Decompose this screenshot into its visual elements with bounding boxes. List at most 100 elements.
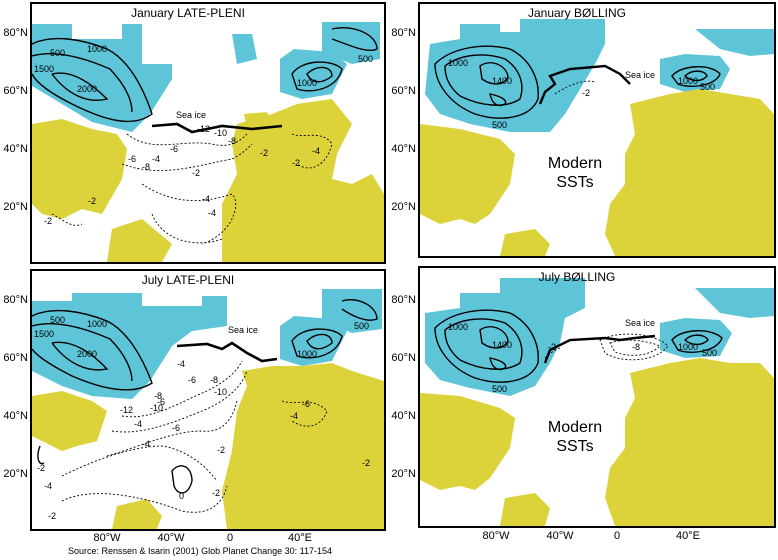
sea-ice-edge (176, 341, 278, 363)
contour-label: 1500 (34, 329, 54, 339)
panel-title: January LATE-PLENI (131, 6, 245, 20)
temperature-anomaly-contours (61, 360, 328, 513)
contour-label: -4 (208, 208, 216, 218)
contour-label: -4 (202, 194, 210, 204)
ice-thickness-contours (32, 27, 378, 122)
contour-label: -2 (582, 88, 590, 98)
ice-sheets (32, 22, 380, 132)
land-areas (32, 363, 384, 529)
map-panel-july-bolling: 1000 1400 500 -8 -2 1000 500 July BØLLIN… (418, 266, 776, 528)
y-label-20n-bottom-left: 20°N (3, 468, 28, 480)
contour-label: -10 (150, 403, 163, 413)
y-label-60n-bottom-left: 60°N (3, 352, 28, 364)
contour-label: -2 (44, 216, 52, 226)
contour-label: 500 (50, 315, 65, 325)
panel-title: January BØLLING (527, 6, 627, 20)
contour-label: 1000 (87, 319, 107, 329)
y-label-60n-top-right: 60°N (391, 85, 416, 97)
temperature-anomaly-contours (51, 133, 333, 245)
contour-label: -6 (172, 423, 180, 433)
y-label-20n-top-right: 20°N (391, 201, 416, 213)
sea-ice-label: Sea ice (228, 325, 259, 335)
contour-label: -8 (632, 342, 640, 352)
contour-label: 1000 (297, 349, 317, 359)
temperature-anomaly-contours (544, 333, 669, 361)
map-panel-january-late-pleni: 500 1500 1000 2000 1000 500 -10 -12 -8 -… (30, 2, 386, 264)
y-label-20n-bottom-right: 20°N (391, 468, 416, 480)
contour-label: -6 (302, 399, 310, 409)
contour-label: 1400 (492, 76, 512, 86)
map-panel-july-late-pleni: 500 1000 1500 2000 1000 500 -4 -6 -8 -10… (30, 269, 386, 531)
sea-ice-label: Sea ice (625, 318, 656, 328)
contour-label: -4 (134, 419, 142, 429)
sea-ice-label: Sea ice (625, 70, 656, 80)
contour-label: -6 (188, 375, 196, 385)
map-canvas: 1000 1400 500 1000 500 -2 (420, 19, 774, 256)
contour-label: -8 (154, 391, 162, 401)
contour-label: 500 (702, 348, 717, 358)
y-label-40n-top-right: 40°N (391, 143, 416, 155)
contour-label: -2 (212, 488, 220, 498)
contour-label: 1000 (448, 322, 468, 332)
land-areas (32, 99, 384, 262)
contour-label: 500 (492, 120, 507, 130)
ice-thickness-contours (434, 45, 721, 119)
contour-label-group: 500 1000 1500 2000 1000 500 -4 -6 -8 -10… (34, 315, 370, 521)
contour-label: 1000 (678, 342, 698, 352)
contour-label: -4 (142, 439, 150, 449)
contour-label: 500 (354, 321, 369, 331)
contour-label: -2 (48, 511, 56, 521)
x-label-0-left: 0 (226, 532, 234, 544)
contour-label: 1500 (34, 64, 54, 74)
modern-ssts-label: Modern SSTs (547, 419, 603, 455)
temperature-anomaly-contours (554, 80, 596, 95)
ice-sheets (425, 278, 774, 396)
contour-label: 1400 (492, 340, 512, 350)
contour-label: -2 (37, 463, 45, 473)
contour-label: -8 (142, 162, 150, 172)
panel-title: July LATE-PLENI (141, 273, 235, 287)
contour-label: -6 (128, 154, 136, 164)
contour-label: 0 (179, 491, 184, 501)
x-label-40e-right: 40°E (676, 530, 700, 542)
contour-label: -4 (177, 359, 185, 369)
contour-label: -8 (228, 136, 236, 146)
y-label-40n-top-left: 40°N (3, 143, 28, 155)
x-label-40e-left: 40°E (288, 532, 312, 544)
map-canvas: 500 1000 1500 2000 1000 500 -4 -6 -8 -10… (32, 289, 384, 529)
x-label-40w-left: 40°W (157, 532, 185, 544)
contour-label: -2 (260, 148, 268, 158)
x-label-80w-right: 80°W (482, 530, 510, 542)
contour-label: -8 (210, 375, 218, 385)
contour-label: 500 (358, 54, 373, 64)
ice-thickness-contours (434, 309, 723, 383)
contour-label: -12 (197, 124, 210, 134)
ice-thickness-contours (32, 299, 378, 494)
contour-label: -4 (152, 154, 160, 164)
map-panel-january-bolling: 1000 1400 500 1000 500 -2 January BØLLIN… (418, 2, 776, 258)
contour-label: -2 (548, 342, 556, 352)
contour-label-group: 1000 1400 500 1000 500 -2 (448, 58, 715, 130)
map-canvas: 1000 1400 500 -8 -2 1000 500 (420, 278, 774, 526)
contour-label: -2 (362, 458, 370, 468)
contour-label: 2000 (77, 84, 97, 94)
contour-label: 1000 (87, 44, 107, 54)
y-label-80n-top-left: 80°N (3, 27, 28, 39)
y-label-40n-bottom-right: 40°N (391, 410, 416, 422)
land-areas (420, 89, 774, 256)
contour-label: -4 (290, 411, 298, 421)
sea-ice-label: Sea ice (176, 110, 207, 120)
contour-label: -6 (157, 397, 165, 407)
contour-label: -4 (44, 481, 52, 491)
y-label-80n-top-right: 80°N (391, 27, 416, 39)
contour-label: -2 (292, 158, 300, 168)
land-areas (420, 358, 774, 526)
x-label-40w-right: 40°W (546, 530, 574, 542)
contour-label: -10 (214, 387, 227, 397)
contour-label-group: 500 1500 1000 2000 1000 500 -10 -12 -8 -… (34, 44, 373, 226)
panel-title: July BØLLING (538, 270, 616, 284)
contour-label: -2 (88, 196, 96, 206)
contour-label: -2 (192, 168, 200, 178)
contour-label: -6 (170, 144, 178, 154)
source-caption: Source: Renssen & Isarin (2001) Glob Pla… (68, 546, 332, 556)
